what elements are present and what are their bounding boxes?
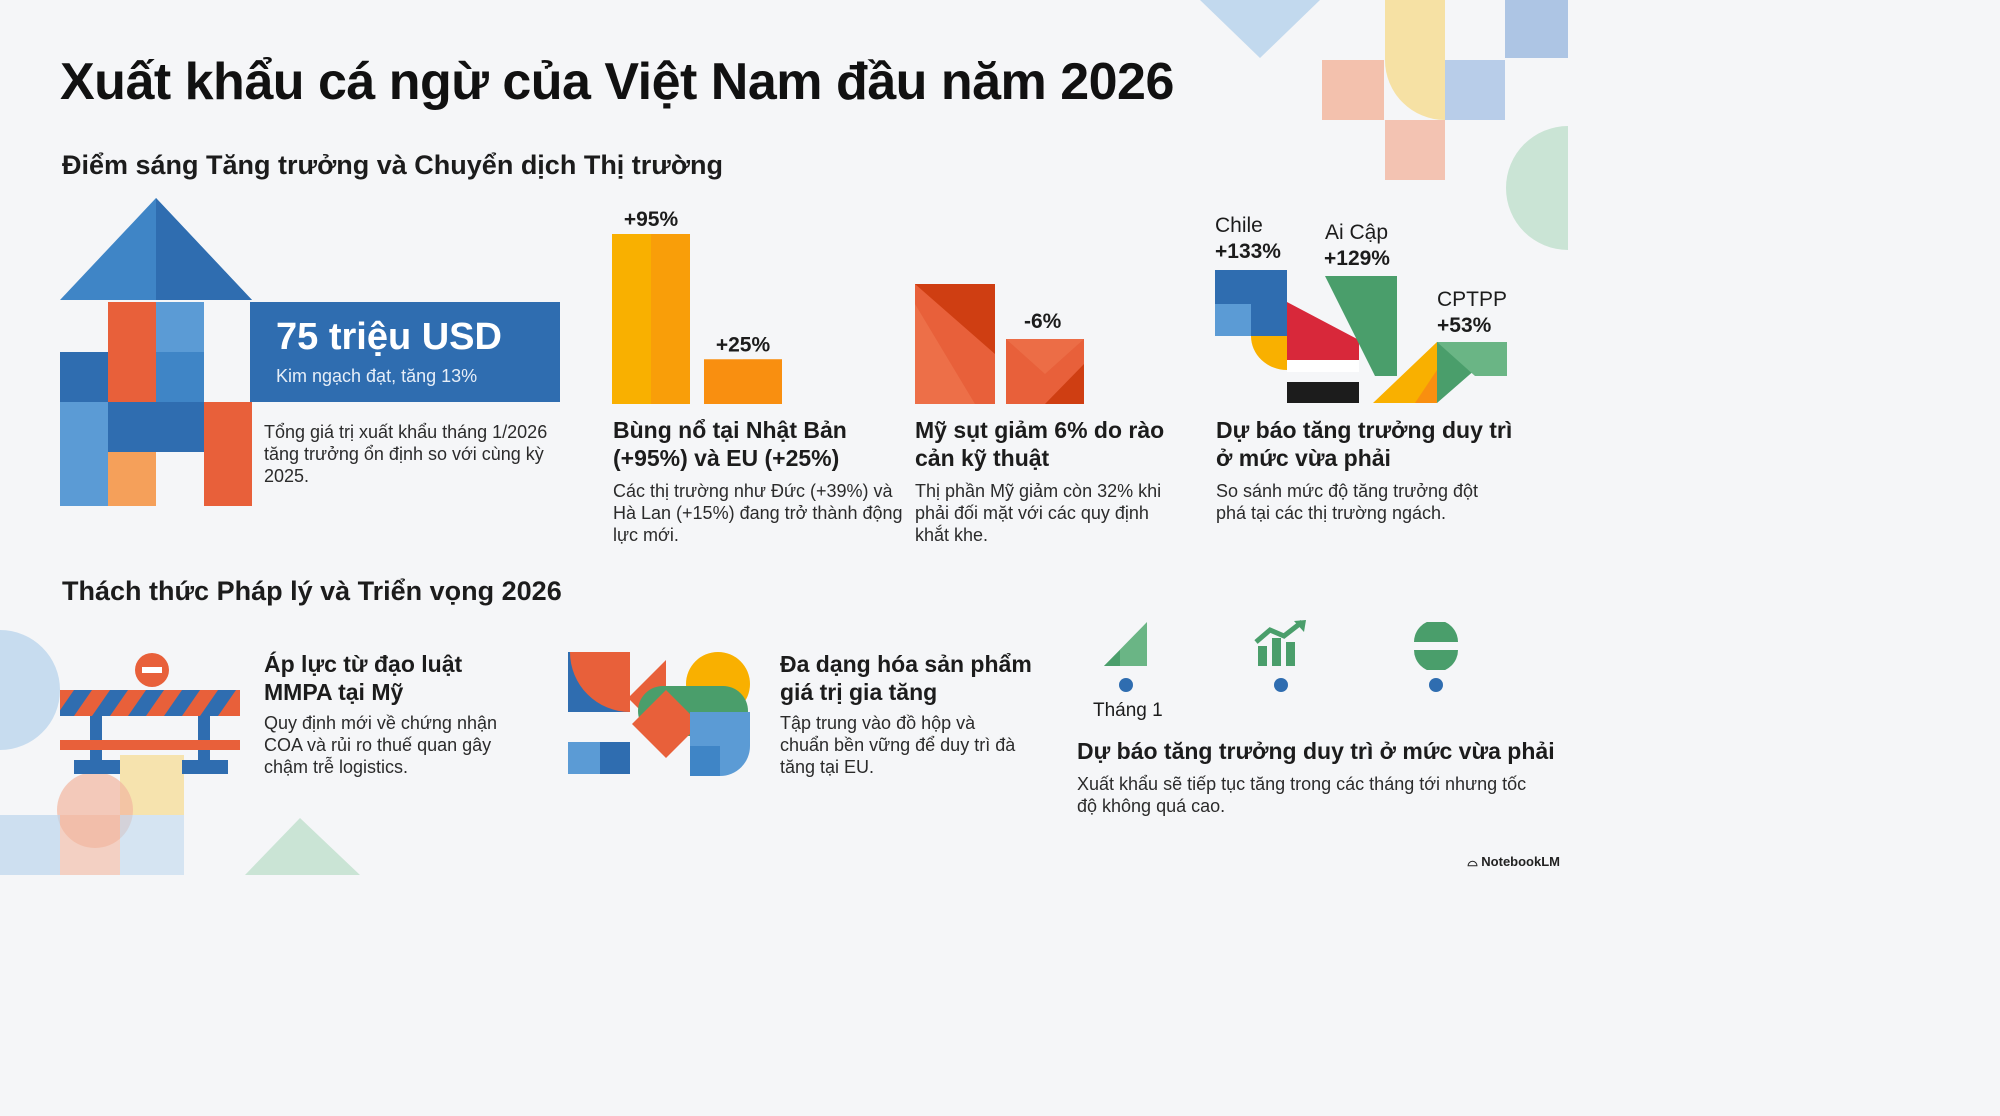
usa-decline-graphic <box>915 284 1084 404</box>
roadblock-barrier-icon <box>60 653 240 774</box>
niche-markets-graphic <box>1215 270 1507 403</box>
japan-eu-bar-chart: +95% +25% <box>612 208 782 404</box>
timeline-dot-1 <box>1119 678 1133 692</box>
market-value-chile: +133% <box>1215 240 1281 263</box>
balance-icon <box>1414 622 1458 670</box>
timeline-label: Tháng 1 <box>1093 700 1163 721</box>
bar-shade-1 <box>651 234 690 404</box>
timeline-dot-3 <box>1429 678 1443 692</box>
market-value-egypt: +129% <box>1324 247 1390 270</box>
mmpa-title: Áp lực từ đạo luật MMPA tại Mỹ <box>264 651 463 705</box>
japan-eu-description: Các thị trường như Đức (+39%) và Hà Lan … <box>613 481 903 545</box>
brand-text: NotebookLM <box>1481 854 1560 869</box>
niche-title: Dự báo tăng trưởng duy trì ở mức vừa phả… <box>1216 417 1513 471</box>
background-decoration <box>0 0 1568 875</box>
japan-eu-title: Bùng nổ tại Nhật Bản (+95%) và EU (+25%) <box>613 417 847 471</box>
diversify-title: Đa dạng hóa sản phẩm giá trị gia tăng <box>780 651 1032 705</box>
kpi-subtitle: Kim ngạch đạt, tăng 13% <box>276 366 478 386</box>
usa-description: Thị phần Mỹ giảm còn 32% khi phải đối mặ… <box>915 481 1162 545</box>
notebook-logo-icon: ⌓ <box>1467 854 1482 869</box>
kpi-description: Tổng giá trị xuất khẩu tháng 1/2026 tăng… <box>264 422 548 486</box>
kpi-banner <box>250 302 560 402</box>
section-growth-heading: Điểm sáng Tăng trưởng và Chuyển dịch Thị… <box>62 150 724 180</box>
page-title: Xuất khẩu cá ngừ của Việt Nam đầu năm 20… <box>60 53 1174 111</box>
section-outlook-heading: Thách thức Pháp lý và Triển vọng 2026 <box>62 576 562 606</box>
market-name-cptpp: CPTPP <box>1437 288 1508 311</box>
timeline-dot-2 <box>1274 678 1288 692</box>
diversify-description: Tập trung vào đồ hộp và chuẩn bền vững đ… <box>780 713 1016 777</box>
outlook-description: Xuất khẩu sẽ tiếp tục tăng trong các thá… <box>1077 774 1527 816</box>
bar-shade-2 <box>743 359 782 404</box>
product-diversification-graphic <box>568 652 750 776</box>
outlook-title: Dự báo tăng trưởng duy trì ở mức vừa phả… <box>1077 738 1555 764</box>
bar-2 <box>704 359 782 404</box>
market-value-cptpp: +53% <box>1437 314 1492 337</box>
niche-description: So sánh mức độ tăng trưởng đột phá tại c… <box>1216 481 1479 523</box>
usa-value-label: -6% <box>1024 310 1062 333</box>
signal-up-icon <box>1104 622 1147 666</box>
mmpa-description: Quy định mới về chứng nhận COA và rủi ro… <box>264 713 497 777</box>
usa-title: Mỹ sụt giảm 6% do rào cản kỹ thuật <box>915 417 1165 471</box>
building-blocks-illustration <box>60 198 252 506</box>
growth-chart-icon <box>1254 620 1306 666</box>
bar-value-label-2: +25% <box>716 333 771 356</box>
market-name-chile: Chile <box>1215 214 1263 237</box>
bar-value-label-1: +95% <box>624 208 679 231</box>
brand-label: ⌓ NotebookLM <box>1467 854 1560 870</box>
market-name-egypt: Ai Cập <box>1325 221 1389 244</box>
kpi-value: 75 triệu USD <box>276 316 502 358</box>
